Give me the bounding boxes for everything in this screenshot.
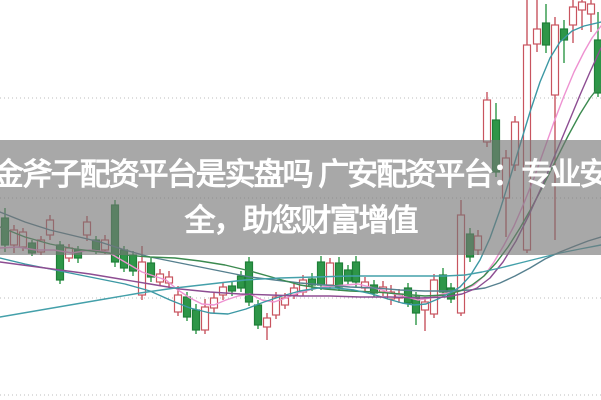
banner-title-line1: 金斧子配资平台是实盘吗 广安配资平台：专业安 xyxy=(0,156,601,192)
banner-title-line2: 全，助您财富增值 xyxy=(184,202,419,238)
title-banner: 金斧子配资平台是实盘吗 广安配资平台：专业安 全，助您财富增值 xyxy=(0,140,601,255)
